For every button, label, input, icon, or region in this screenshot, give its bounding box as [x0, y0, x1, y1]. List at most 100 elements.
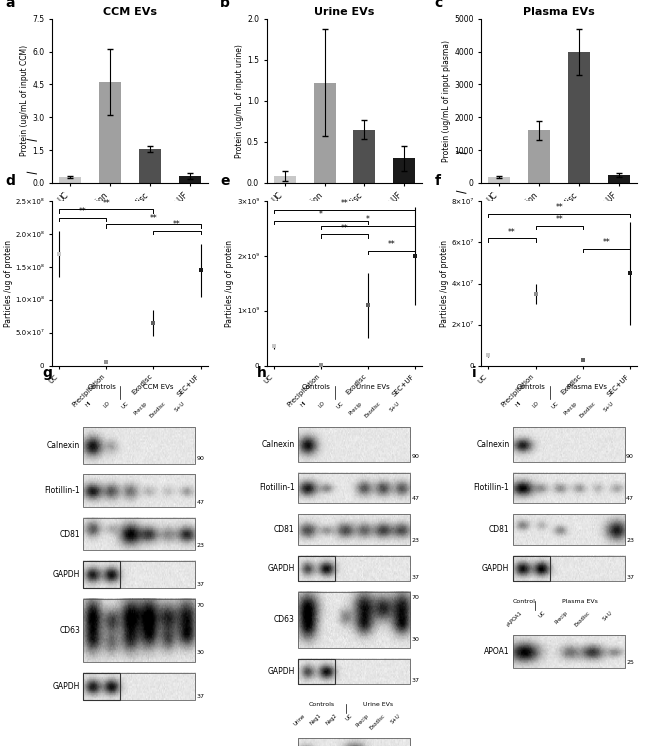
- Text: **: **: [508, 228, 516, 237]
- Text: Exodisc: Exodisc: [363, 400, 382, 418]
- Text: CD81: CD81: [489, 525, 510, 534]
- Bar: [83, 599, 195, 663]
- Text: 30: 30: [197, 651, 205, 655]
- Text: LO: LO: [317, 400, 326, 409]
- Text: 70: 70: [411, 595, 419, 600]
- Bar: [298, 556, 335, 581]
- Bar: [298, 556, 410, 581]
- Text: Urine EVs: Urine EVs: [356, 384, 389, 390]
- Text: i: i: [472, 367, 476, 380]
- Text: e: e: [220, 174, 229, 188]
- Text: Exodisc: Exodisc: [369, 713, 386, 731]
- Text: 47: 47: [411, 496, 419, 501]
- Bar: [298, 659, 335, 684]
- Text: 47: 47: [197, 500, 205, 504]
- Text: c: c: [435, 0, 443, 10]
- Bar: [83, 561, 120, 589]
- Text: h: h: [257, 367, 267, 380]
- Text: 23: 23: [197, 543, 205, 548]
- Text: 23: 23: [411, 538, 419, 543]
- Bar: [298, 592, 410, 648]
- Text: LO: LO: [532, 400, 541, 409]
- Text: S+U: S+U: [174, 400, 186, 412]
- Text: S+U: S+U: [601, 610, 614, 622]
- Text: Exodisc: Exodisc: [573, 610, 591, 627]
- Bar: [568, 52, 590, 183]
- Text: **: **: [173, 220, 181, 229]
- Title: CCM EVs: CCM EVs: [103, 7, 157, 16]
- Text: 90: 90: [411, 454, 419, 459]
- Y-axis label: Protein (ug/mL of input urine): Protein (ug/mL of input urine): [235, 44, 244, 158]
- Bar: [298, 514, 410, 545]
- Bar: [489, 177, 510, 183]
- Text: Flotillin-1: Flotillin-1: [259, 483, 294, 492]
- Y-axis label: Particles /ug of protein: Particles /ug of protein: [225, 240, 234, 327]
- Text: GAPDH: GAPDH: [53, 682, 80, 691]
- Text: S+U: S+U: [388, 400, 400, 412]
- Text: **: **: [341, 223, 348, 232]
- Bar: [608, 175, 630, 183]
- Bar: [513, 473, 625, 503]
- Bar: [83, 673, 195, 701]
- Text: Exodisc: Exodisc: [149, 400, 167, 418]
- Text: **: **: [150, 214, 157, 223]
- Text: 30: 30: [411, 637, 419, 642]
- Bar: [313, 83, 335, 183]
- Text: **: **: [555, 203, 563, 212]
- Text: **: **: [388, 240, 395, 249]
- Text: APOA1: APOA1: [484, 647, 510, 656]
- Bar: [513, 427, 625, 462]
- Text: HI: HI: [300, 400, 307, 408]
- Text: 90: 90: [626, 454, 634, 459]
- Text: 25: 25: [626, 660, 634, 666]
- Text: 23: 23: [626, 538, 634, 543]
- Bar: [83, 474, 195, 507]
- Text: b: b: [220, 0, 230, 10]
- Text: GAPDH: GAPDH: [53, 570, 80, 579]
- Text: UC: UC: [335, 400, 345, 409]
- Title: Plasma EVs: Plasma EVs: [523, 7, 595, 16]
- Text: UC: UC: [345, 713, 354, 722]
- Text: 70: 70: [197, 603, 205, 608]
- Y-axis label: Particles /ug of protein: Particles /ug of protein: [440, 240, 449, 327]
- Text: GAPDH: GAPDH: [267, 564, 294, 573]
- Text: Neg2: Neg2: [324, 713, 338, 726]
- Text: S+U: S+U: [390, 713, 402, 725]
- Bar: [59, 177, 81, 183]
- Bar: [354, 129, 376, 183]
- Bar: [83, 673, 120, 701]
- Text: a: a: [5, 0, 15, 10]
- Text: HI: HI: [85, 400, 92, 408]
- Text: Controls: Controls: [517, 384, 545, 390]
- Text: 37: 37: [411, 678, 419, 683]
- Bar: [83, 427, 195, 464]
- Bar: [528, 131, 551, 183]
- Text: Control: Control: [512, 599, 535, 604]
- Bar: [298, 738, 410, 747]
- Bar: [274, 176, 296, 183]
- Bar: [513, 635, 625, 668]
- Bar: [179, 176, 200, 183]
- Text: LO: LO: [103, 400, 111, 409]
- Text: CD81: CD81: [59, 530, 80, 539]
- Text: Precip: Precip: [348, 400, 363, 415]
- Text: d: d: [5, 174, 15, 188]
- Text: CD63: CD63: [274, 616, 294, 624]
- Text: **: **: [555, 215, 563, 224]
- Text: g: g: [43, 367, 53, 380]
- Text: Urine: Urine: [292, 713, 306, 727]
- Bar: [99, 82, 121, 183]
- Text: 37: 37: [411, 574, 419, 580]
- Text: CD81: CD81: [274, 525, 294, 534]
- Text: Precip: Precip: [554, 610, 569, 625]
- Text: UC: UC: [550, 400, 559, 409]
- Text: 37: 37: [197, 582, 205, 586]
- Text: 37: 37: [626, 574, 634, 580]
- Title: Urine EVs: Urine EVs: [315, 7, 374, 16]
- Bar: [83, 561, 195, 589]
- Text: 47: 47: [626, 496, 634, 501]
- Text: Plasma EVs: Plasma EVs: [567, 384, 607, 390]
- Text: Neg1: Neg1: [309, 713, 322, 726]
- Bar: [513, 556, 625, 581]
- Text: GAPDH: GAPDH: [267, 667, 294, 676]
